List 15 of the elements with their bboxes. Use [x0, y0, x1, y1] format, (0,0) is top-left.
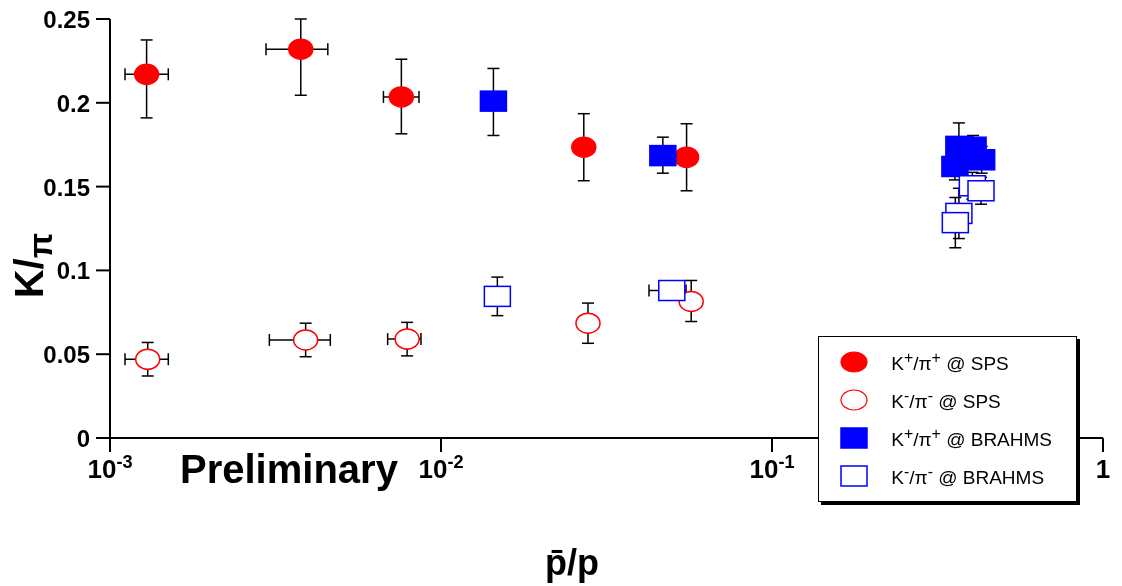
y-tick-label: 0.05 [43, 341, 90, 369]
y-tick-label: 0.2 [56, 89, 90, 117]
x-tick-label: 10$^{-1}$ [749, 452, 795, 484]
x-tick-label: 1 [1095, 454, 1111, 484]
y-tick-label: 0.15 [43, 173, 90, 201]
legend-label: K$^{-}$/π$^{-}$ @ SPS [891, 386, 1001, 413]
text: Preliminary [180, 447, 398, 491]
y-tick-label: 0.25 [43, 6, 90, 33]
x-tick-label: 10$^{-3}$ [87, 452, 133, 484]
x-tick-label: 10$^{-2}$ [418, 452, 464, 484]
x-axis-title: p̄/p [545, 541, 599, 583]
legend-label: K$^{+}$/π$^{+}$ @ SPS [891, 348, 1009, 375]
legend-label: K$^{+}$/π$^{+}$ @ BRAHMS [891, 424, 1052, 451]
legend-label: K$^{-}$/π$^{-}$ @ BRAHMS [891, 462, 1045, 489]
y-tick-label: 0 [76, 425, 90, 452]
